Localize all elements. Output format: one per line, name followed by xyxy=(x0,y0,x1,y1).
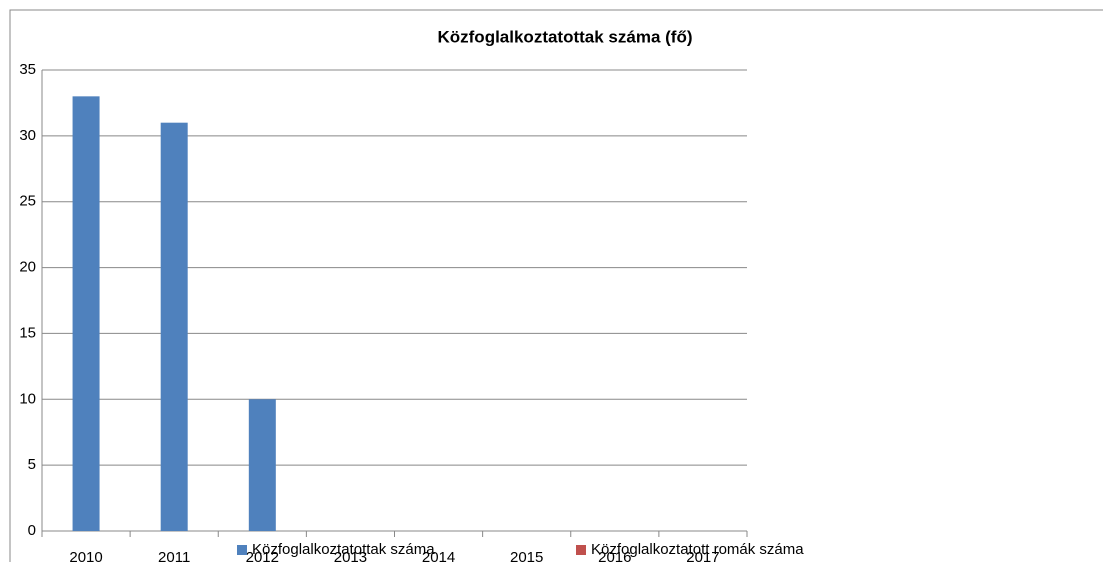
y-tick-label: 15 xyxy=(19,324,36,341)
y-tick-label: 20 xyxy=(19,259,36,276)
x-tick-label: 2013 xyxy=(334,549,367,562)
chart-frame xyxy=(9,9,1103,562)
x-tick-label: 2015 xyxy=(510,549,543,562)
legend-label: Közfoglalkoztatottak száma xyxy=(252,541,435,558)
x-tick-label: 2010 xyxy=(69,549,102,562)
bar xyxy=(160,122,188,531)
y-tick-label: 5 xyxy=(28,456,36,473)
x-tick-label: 2016 xyxy=(598,549,631,562)
x-tick-label: 2017 xyxy=(686,549,719,562)
y-tick-label: 10 xyxy=(19,390,36,407)
legend-swatch xyxy=(237,545,247,555)
y-tick-label: 30 xyxy=(19,127,36,144)
chart-title: Közfoglalkoztatottak száma (fő) xyxy=(437,27,692,46)
bar xyxy=(248,399,276,531)
legend-swatch xyxy=(576,545,586,555)
y-tick-label: 0 xyxy=(28,522,36,539)
x-tick-label: 2012 xyxy=(246,549,279,562)
x-tick-label: 2014 xyxy=(422,549,455,562)
legend-label: Közfoglalkoztatott romák száma xyxy=(591,541,804,558)
y-tick-label: 35 xyxy=(19,61,36,78)
x-tick-label: 2011 xyxy=(158,549,190,562)
bar xyxy=(72,96,100,531)
y-tick-label: 25 xyxy=(19,193,36,210)
